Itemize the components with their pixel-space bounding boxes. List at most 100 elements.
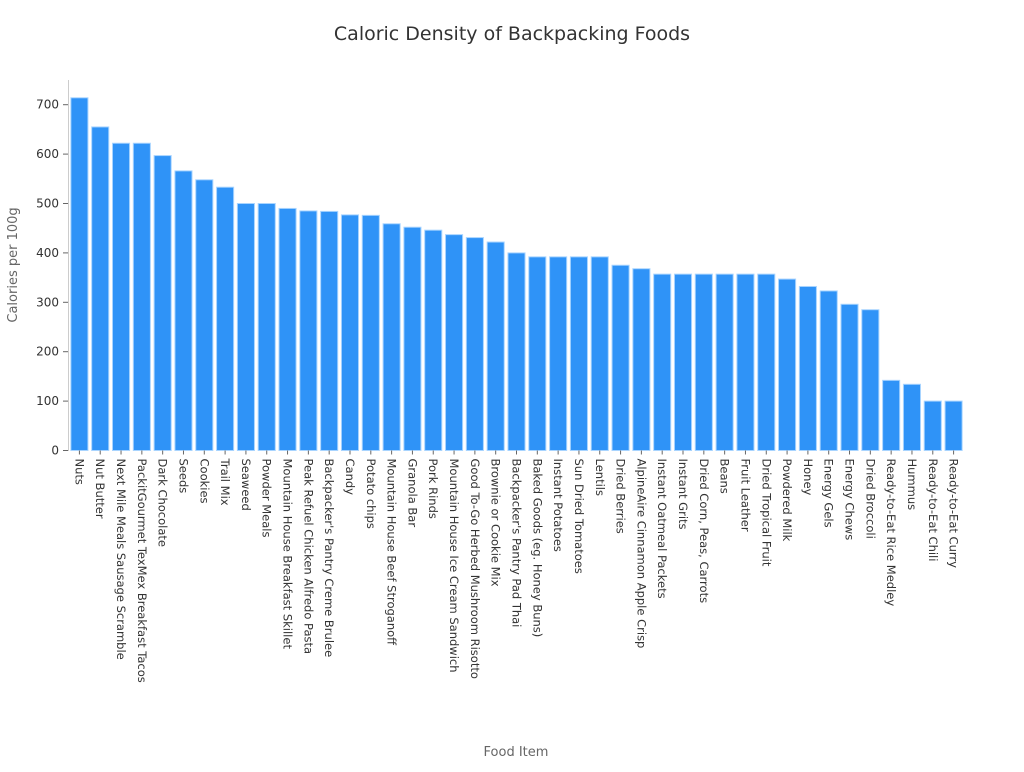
chart-title: Caloric Density of Backpacking Foods [334,23,690,45]
y-tick-label: 100 [36,394,59,408]
x-tick-label: Baked Goods (eg. Honey Buns) [530,459,544,638]
y-tick-label: 500 [36,197,59,211]
bar [882,379,901,451]
bar [361,214,380,451]
x-tick-label: Fruit Leather [738,459,752,532]
x-tick-label: Candy [343,459,357,496]
bar [70,97,89,451]
x-tick-label: Sun Dried Tomatoes [572,459,586,574]
bar [861,309,880,451]
x-tick-label: Nuts [72,459,86,485]
x-tick-label: Brownie or Cookie Mix [489,459,503,587]
bar [757,273,776,451]
bar [528,256,547,451]
y-tick-label: 300 [36,295,59,309]
x-tick-label: Potato chips [364,459,378,529]
bar [653,273,672,451]
bar [403,226,422,451]
y-axis-label: Calories per 100g [6,207,21,322]
y-tick-label: 200 [36,345,59,359]
bar [632,268,651,452]
bar [923,400,942,452]
bar [216,186,235,451]
bars-group [70,97,963,452]
x-tick-label: Lentils [593,459,607,496]
bar [132,142,151,451]
bar [195,179,214,451]
x-tick-label: Backpacker's Pantry Creme Brulee [322,459,336,658]
x-tick-label: Dried Broccoli [863,459,877,539]
x-tick-label: Mountain House Breakfast Skillet [281,459,295,650]
x-tick-label: Pork Rinds [426,459,440,519]
x-tick-label: Backpacker's Pantry Pad Thai [510,459,524,628]
bar [673,273,693,451]
x-tick-label: Energy Chews [843,459,857,541]
bar [590,256,609,451]
x-tick-label: Ready-to-Eat Curry [947,459,961,569]
bar [549,256,568,451]
x-tick-label: Dried Tropical Fruit [759,459,773,567]
bar [486,241,505,451]
x-tick-label: Dried Berries [614,459,628,534]
bar [798,285,817,451]
x-tick-label: Mountain House Ice Cream Sandwich [447,459,461,673]
y-tick-label: 0 [51,444,59,458]
x-tick-label: Energy Gels [822,459,836,528]
y-tick-label: 400 [36,246,59,260]
x-tick-label: Trail Mix [218,458,232,506]
bar [299,210,318,451]
x-tick-label: Instant Potatoes [551,459,565,552]
x-tick-label: Cookies [197,459,211,504]
y-tick-label: 600 [36,147,59,161]
bar [715,273,734,451]
x-tick-label: Nut Butter [93,459,107,519]
bar [278,207,297,451]
x-tick-label: Good To-Go Herbed Mushroom Risotto [468,459,482,679]
x-tick-label: Dried Corn, Peas, Carrots [697,459,711,604]
bar [736,273,755,451]
bar [445,234,464,451]
bar [465,237,484,451]
x-tick-label: Powder Meals [260,459,274,538]
bar [236,203,255,451]
x-tick-label: Hummus [905,459,919,511]
bar [424,229,443,451]
bar [153,155,172,451]
bar [91,126,110,452]
bar [569,256,588,451]
x-tick-label: Granola Bar [405,459,419,528]
x-tick-label: PackitGourmet TexMex Breakfast Tacos [135,459,149,683]
bar [174,170,193,451]
bar [694,273,713,451]
x-tick-label: Mountain House Beef Stroganoff [385,459,399,647]
x-tick-label: Ready-to-Eat Chili [926,459,940,562]
bar [340,214,360,451]
bar [840,303,859,451]
x-tick-label: Beans [718,459,732,494]
x-tick-label: Powdered Milk [780,459,794,542]
bar [382,223,401,451]
x-tick-label: Peak Refuel Chicken Alfredo Pasta [301,459,315,655]
bar [819,290,838,451]
x-tick-label: AlpineAire Cinnamon Apple Crisp [634,459,648,649]
x-tick-label: Honey [801,459,815,496]
x-axis-label: Food Item [484,745,549,760]
x-tick-label: Instant Oatmeal Packets [655,459,669,599]
bar [507,252,526,451]
x-tick-label: Next Mile Meals Sausage Scramble [114,459,128,660]
x-tick-label: Ready-to-Eat Rice Medley [884,459,898,607]
bar [257,203,276,451]
y-tick-label: 700 [36,98,59,112]
x-tick-label: Seaweed [239,459,253,511]
x-tick-label: Dark Chocolate [156,459,170,548]
bar [902,383,921,451]
x-tick-label: Instant Grits [676,459,690,530]
bar [611,264,630,451]
bar [320,210,339,451]
bar [112,142,131,451]
x-tick-label: Seeds [176,459,190,494]
y-ticks-group: 0 100 200 300 400 500 600 700 [36,98,68,458]
bar [778,278,797,451]
x-ticks-group: Nuts Nut Butter Next Mile Meals Sausage Sc… [72,450,961,683]
